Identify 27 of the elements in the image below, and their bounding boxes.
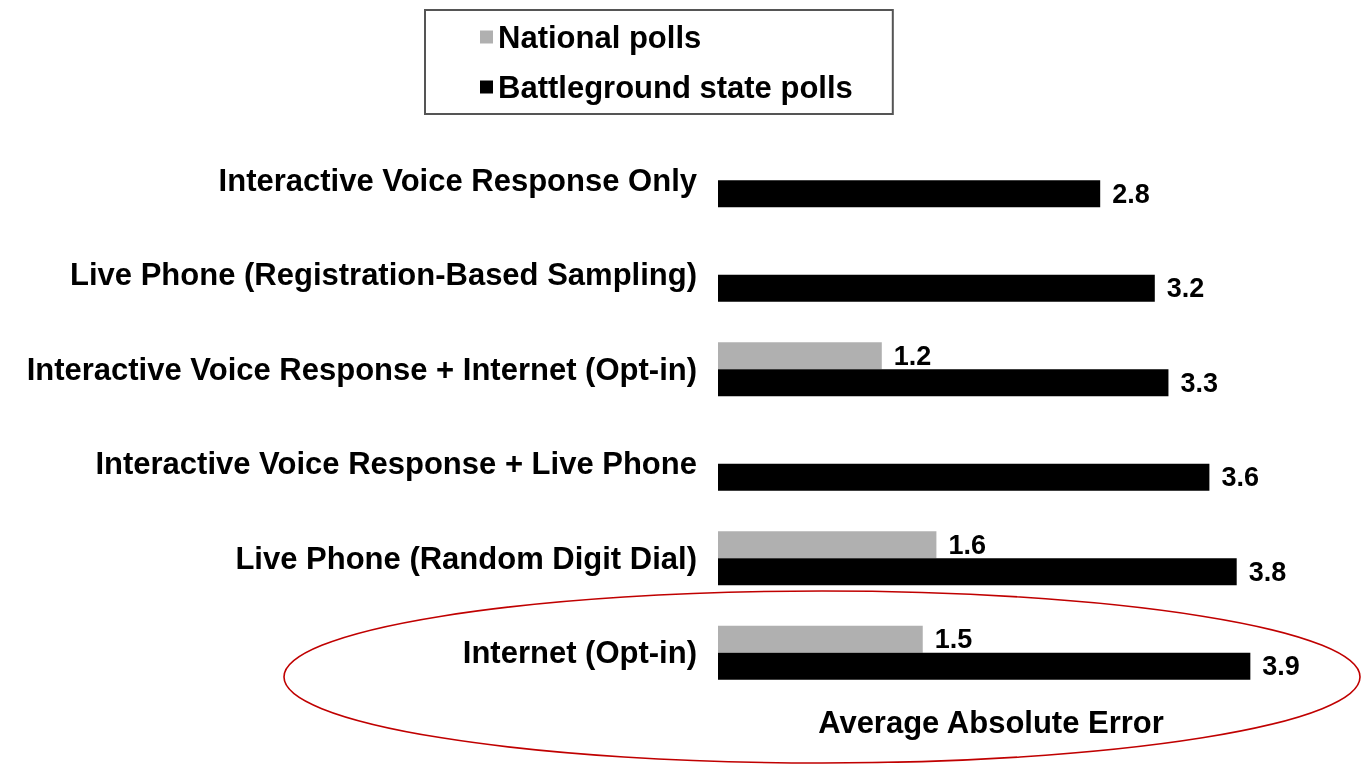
y-tick-label: Live Phone (Registration-Based Sampling) (70, 257, 697, 293)
data-label: 3.8 (1248, 556, 1287, 587)
bar (718, 558, 1237, 586)
y-tick-label: Internet (Opt-in) (462, 635, 697, 671)
data-label: 3.6 (1221, 462, 1259, 493)
bar (718, 531, 937, 559)
bar (718, 369, 1169, 397)
data-label: 1.6 (948, 529, 986, 560)
bar (718, 342, 882, 370)
legend-label: National polls (498, 19, 702, 55)
legend-label: Battleground state polls (498, 69, 853, 105)
y-tick-label: Interactive Voice Response Only (218, 162, 698, 198)
data-label: 1.5 (934, 624, 973, 655)
data-label: 3.9 (1262, 651, 1300, 682)
data-label: 2.8 (1112, 178, 1150, 209)
data-label: 1.2 (893, 340, 932, 371)
bar (718, 274, 1155, 302)
y-tick-label: Interactive Voice Response + Live Phone (95, 446, 697, 482)
bar (718, 625, 923, 653)
data-label: 3.3 (1180, 367, 1218, 398)
bar (718, 652, 1251, 680)
y-tick-label: Live Phone (Random Digit Dial) (235, 540, 697, 576)
data-label: 3.2 (1166, 273, 1205, 304)
x-axis-title: Average Absolute Error (818, 705, 1164, 740)
bar (718, 180, 1101, 208)
y-tick-label: Interactive Voice Response + Internet (Opt-in) (26, 351, 697, 387)
bar (718, 463, 1210, 491)
